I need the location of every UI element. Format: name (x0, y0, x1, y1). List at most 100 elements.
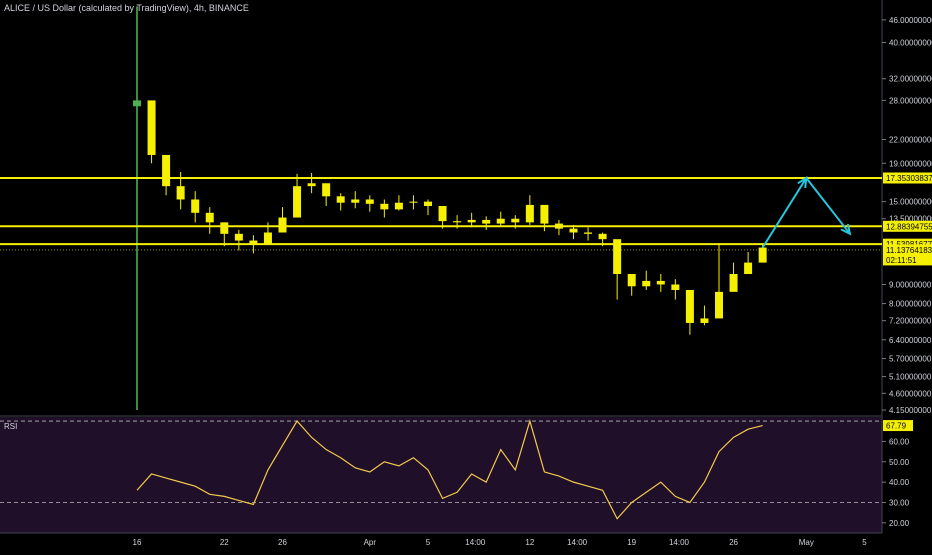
time-tick-label: 12 (525, 538, 534, 547)
candle-body (365, 199, 374, 204)
price-tags: 17.3530383712.8839475511.5398167711.1376… (883, 172, 932, 266)
price-tag-bg (883, 254, 932, 266)
price-tick-label: 46.00000000 (889, 16, 932, 25)
rsi-value-tag: 67.79 (886, 422, 907, 431)
rsi-axis: 60.00 50.00 40.00 30.00 20.00 67.79 (882, 420, 913, 528)
rsi-value-tag-bg (883, 420, 913, 432)
candle-body (278, 217, 287, 233)
candle-body (715, 291, 723, 319)
price-tick-label: 5.10000000 (889, 373, 932, 382)
price-tick-label: 6.40000000 (889, 336, 932, 345)
price-tick-label: 15.00000000 (889, 198, 932, 207)
time-tick-label: 14:00 (465, 538, 486, 547)
price-tag-bg (883, 244, 932, 256)
candle-body (598, 233, 607, 240)
price-tag-label: 17.35303837 (886, 174, 932, 183)
rsi-tick-label: 30.00 (889, 498, 910, 507)
candle-body (671, 284, 680, 290)
candle-body (700, 318, 709, 323)
candle-body (205, 212, 214, 223)
candle-body (540, 204, 549, 224)
candle-body (249, 240, 258, 245)
candle-body (453, 221, 462, 223)
price-tick-label: 28.00000000 (889, 96, 932, 105)
time-tick-label: 5 (862, 538, 867, 547)
price-tick-label: 40.00000000 (889, 39, 932, 48)
time-tick-label: Apr (364, 538, 377, 547)
candles-layer (133, 6, 767, 411)
arrow-head (840, 223, 852, 236)
chart-title: ALICE / US Dollar (calculated by Trading… (4, 3, 249, 13)
time-tick-label: 26 (278, 538, 287, 547)
candle-body (191, 199, 200, 213)
rsi-line (136, 418, 763, 520)
time-tick-label: 22 (220, 538, 229, 547)
price-tick-label: 13.50000000 (889, 215, 932, 224)
candle-body (409, 201, 418, 203)
rsi-tick-label: 40.00 (889, 478, 910, 487)
candle-body (511, 218, 520, 223)
arrow-head (797, 176, 808, 189)
price-tick-label: 5.70000000 (889, 355, 932, 364)
rsi-tick-label: 20.00 (889, 519, 910, 528)
candle-body (656, 280, 665, 285)
candle-body (220, 222, 229, 234)
candle-body (584, 232, 593, 234)
levels-layer (0, 176, 882, 251)
price-tag-bg (883, 172, 932, 184)
price-tag-label: 11.13764183 (886, 246, 932, 255)
projection-arrow (761, 176, 852, 249)
candle-body (263, 232, 272, 245)
time-tick-label: 14:00 (567, 538, 588, 547)
candle-body (685, 289, 694, 323)
rsi-tick-label: 50.00 (889, 458, 910, 467)
candle-body (336, 196, 345, 203)
price-tick-label: 7.20000000 (889, 317, 932, 326)
time-tick-label: 5 (426, 538, 431, 547)
candle-body (613, 239, 622, 275)
candle-body (234, 233, 243, 241)
price-tick-label: 8.00000000 (889, 300, 932, 309)
candle-body (729, 274, 738, 292)
rsi-panel-background (0, 417, 882, 533)
price-tick-label: 9.00000000 (889, 280, 932, 289)
rsi-label: RSI (4, 422, 17, 431)
rsi-layer (0, 418, 882, 520)
candle-body (496, 218, 505, 224)
time-tick-label: May (799, 538, 814, 547)
time-tick-label: 16 (133, 538, 142, 547)
price-tick-label: 22.00000000 (889, 136, 932, 145)
candle-body (467, 219, 476, 223)
candle-body (438, 206, 447, 222)
candle-body (642, 280, 651, 287)
candle-body (322, 183, 331, 197)
candle-body (307, 183, 316, 187)
candle-body (293, 186, 302, 218)
price-tick-label: 32.00000000 (889, 75, 932, 84)
time-tick-label: 14:00 (669, 538, 690, 547)
candle-body (424, 201, 432, 207)
candle-body (394, 202, 403, 210)
price-axis: 46.00000000 40.00000000 32.00000000 28.0000… (882, 16, 932, 415)
rsi-tick-label: 60.00 (889, 437, 910, 446)
candle-body (569, 228, 578, 233)
candle-body (744, 262, 753, 275)
candle-body (758, 247, 767, 263)
price-tag-bg (883, 238, 932, 250)
candle-body (176, 186, 185, 200)
candle-body (351, 199, 360, 203)
candle-body (627, 274, 636, 287)
candle-body (482, 219, 491, 224)
time-tick-label: 26 (729, 538, 738, 547)
candle-body (162, 154, 171, 187)
price-tick-label: 19.00000000 (889, 159, 932, 168)
price-tick-label: 4.60000000 (889, 389, 932, 398)
time-tick-label: 19 (627, 538, 636, 547)
price-tick-label: 4.15000000 (889, 406, 932, 415)
price-tag-label: 12.88394755 (886, 222, 932, 231)
candle-body (133, 100, 141, 107)
candle-body (380, 203, 389, 210)
